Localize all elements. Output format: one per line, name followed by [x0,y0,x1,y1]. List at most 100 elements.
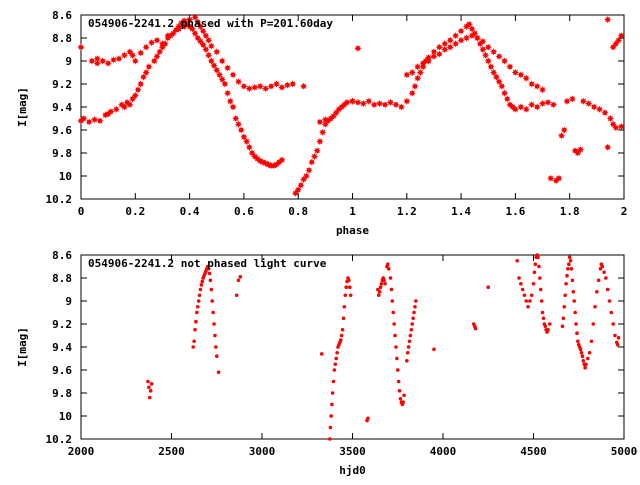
top-data-point [414,74,422,82]
bottom-data-point [609,310,614,315]
top-data-point [191,13,199,21]
top-data-point [555,174,563,182]
bottom-data-point [328,425,333,430]
bottom-data-point [340,327,345,332]
bottom-data-point [328,437,332,441]
bottom-data-point [341,316,346,321]
top-data-point [243,137,251,146]
top-data-point [207,57,215,65]
top-data-point [240,82,248,90]
bottom-data-point [395,356,399,361]
top-data-point [93,59,101,67]
top-data-point [283,81,291,89]
bottom-data-point [547,322,552,326]
top-data-point [218,57,226,65]
top-data-point [316,137,324,146]
top-data-point [194,18,202,26]
bottom-data-point [517,276,521,280]
bottom-data-point [581,359,586,363]
bottom-data-point [331,379,336,384]
top-data-point [226,97,234,105]
bottom-y-tick-label: 8.8 [52,272,72,285]
top-data-point [343,98,351,106]
top-data-point [490,48,498,56]
top-data-point [302,172,310,180]
bottom-data-point [395,368,400,372]
bottom-data-point [573,310,577,315]
top-data-point [107,108,115,116]
top-data-point [188,25,196,33]
bottom-data-point [319,352,324,356]
bottom-data-point [580,354,585,359]
top-data-point [576,145,585,154]
top-data-point [150,57,158,65]
bottom-data-point [538,287,543,292]
top-data-point [115,55,123,63]
bottom-data-point [570,278,575,283]
top-x-tick-label: 0.4 [180,205,200,218]
top-data-point [452,32,460,40]
top-data-point [213,66,221,74]
top-data-point [205,51,213,59]
top-data-point [278,83,286,92]
bottom-data-point [212,322,216,326]
bottom-data-point [473,326,478,331]
bottom-chart-title: 054906-2241.2 not phased light curve [88,257,327,270]
top-data-point [354,44,362,52]
bottom-data-point [593,304,597,309]
top-data-point [522,105,530,113]
top-data-point [430,52,438,60]
top-data-point [256,82,264,90]
bottom-data-point [572,299,577,303]
bottom-data-point [578,347,583,352]
bottom-data-point [214,345,218,349]
bottom-data-point [537,264,541,269]
top-data-point [416,68,424,77]
bottom-data-point [146,379,150,384]
top-data-point [511,105,519,113]
top-data-point [484,57,492,65]
top-data-point [80,114,88,123]
top-data-point [446,43,454,51]
bottom-data-point [382,278,386,283]
bottom-data-point [587,350,592,355]
bottom-data-point [147,385,151,390]
top-data-point [441,45,449,54]
top-data-point [205,36,213,44]
bottom-x-tick-label: 4000 [430,445,457,458]
top-data-point [278,156,286,164]
top-data-point [446,36,454,44]
top-data-point [522,74,530,82]
top-data-point [538,99,547,108]
top-data-point [234,78,243,86]
top-data-point [164,32,172,40]
top-data-point [617,32,625,40]
bottom-data-point [539,299,544,303]
bottom-data-point [613,333,617,338]
top-data-point [503,95,511,103]
top-data-point [232,114,240,123]
top-data-point [585,99,593,108]
top-data-point [169,29,177,37]
bottom-data-point [195,304,200,309]
top-data-point [408,89,416,97]
bottom-data-point [595,290,599,294]
bottom-data-point [402,393,406,398]
top-data-point [294,186,302,194]
bottom-x-tick-label: 2000 [68,445,95,458]
top-data-point [500,89,509,97]
top-x-tick-label: 1.8 [560,205,580,218]
bottom-data-point [330,402,334,407]
bottom-data-point [214,354,219,359]
bottom-data-point [564,281,568,286]
bottom-data-point [208,278,213,283]
top-data-point [528,101,536,109]
top-data-point [479,37,487,46]
bottom-data-point [607,299,612,303]
bottom-y-tick-label: 10.2 [46,433,73,446]
top-data-point [560,126,568,134]
bottom-data-point [339,333,344,338]
top-x-tick-label: 0.6 [234,205,254,218]
top-data-point [517,103,525,111]
bottom-data-point [385,262,390,267]
